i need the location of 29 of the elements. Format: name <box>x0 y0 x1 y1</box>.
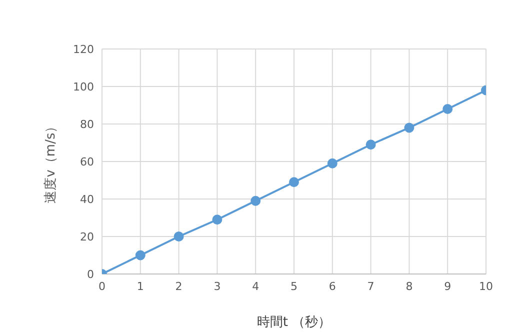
x-tick-label: 1 <box>136 280 144 293</box>
x-tick-label: 0 <box>98 280 106 293</box>
y-tick-label: 40 <box>80 192 94 206</box>
point <box>250 196 261 206</box>
y-tick-label: 80 <box>80 118 94 131</box>
point <box>366 140 376 150</box>
x-tick-label: 10 <box>479 280 493 293</box>
y-tick-label: 120 <box>73 42 94 56</box>
y-tick-label: 20 <box>80 230 94 244</box>
point <box>442 104 453 114</box>
y-tick-label: 60 <box>80 155 94 168</box>
x-tick-label: 3 <box>214 280 221 293</box>
point <box>135 250 146 260</box>
y-tick-label: 0 <box>87 268 94 281</box>
point <box>174 232 184 242</box>
x-tick-label: 8 <box>406 280 413 293</box>
y-axis-title: 速度v（m/s） <box>42 120 59 204</box>
x-tick-label: 5 <box>290 280 298 293</box>
point <box>327 158 338 168</box>
point <box>212 214 222 225</box>
x-tick-label: 9 <box>444 280 452 293</box>
x-tick-label: 6 <box>328 280 336 293</box>
y-tick-label: 100 <box>73 80 94 94</box>
point <box>404 122 414 133</box>
x-tick-label: 4 <box>252 280 260 293</box>
x-tick-label: 2 <box>175 280 182 293</box>
point <box>289 177 299 188</box>
x-axis-title: 時間t （秒） <box>256 315 332 330</box>
x-tick-label: 7 <box>367 280 374 293</box>
